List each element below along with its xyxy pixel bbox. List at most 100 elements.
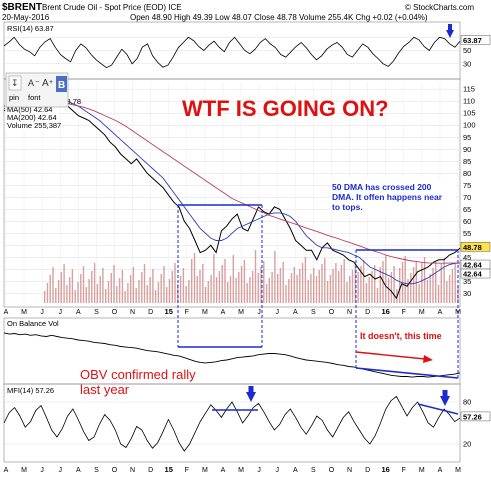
volume-bar: [227, 282, 229, 303]
volume-bar: [265, 284, 268, 303]
price-xtick: M: [238, 309, 244, 316]
volume-bar: [135, 288, 137, 303]
mfi-line: [3, 395, 461, 452]
volume-bar: [299, 269, 301, 303]
volume-bar: [49, 275, 51, 303]
mfi-xtick: M: [238, 467, 244, 474]
mfi-xtick: M: [202, 467, 208, 474]
ma50-badge: 42.64: [463, 261, 483, 270]
mfi-xtick: A: [4, 467, 9, 474]
red-arrow-obv: [355, 351, 433, 363]
volume-bar: [163, 266, 165, 303]
mfi-xtick: S: [94, 467, 99, 474]
arrow-mfi-2016: [440, 390, 450, 406]
volume-bar: [451, 269, 454, 303]
volume-bar: [146, 285, 148, 303]
volume-bar: [46, 283, 49, 303]
ma-cross-note-3: to tops.: [332, 202, 363, 212]
annotation-shapes: [177, 204, 459, 415]
volume-bar: [63, 264, 65, 303]
volume-bar: [376, 288, 379, 303]
obv-note-2: last year: [80, 382, 130, 397]
volume-bar: [421, 263, 423, 303]
volume-bar: [130, 275, 132, 303]
price-ytick-tick: 110: [463, 97, 475, 106]
volume-bar: [168, 279, 171, 303]
volume-bar: [313, 268, 315, 303]
volume-bar: [346, 282, 348, 303]
volume-bar: [102, 268, 104, 303]
volume-bar: [91, 271, 93, 303]
price-ytick-tick: 65: [463, 205, 471, 214]
arrow-rsi-top: [446, 24, 454, 38]
price-ytick-tick: 35: [463, 277, 471, 286]
doesnt-note: It doesn't, this time: [360, 331, 442, 341]
volume-bar: [238, 272, 240, 303]
volume-bar: [229, 276, 232, 303]
price-panel: [3, 78, 461, 308]
volume-bar: [390, 272, 393, 303]
font-increase-button[interactable]: A +: [42, 78, 53, 89]
volume-bar: [204, 287, 207, 303]
mfi-xtick: N: [130, 467, 135, 474]
volume-bar: [44, 291, 46, 303]
volume-bar: [240, 266, 243, 303]
price-ytick-tick: 85: [463, 157, 471, 166]
volume-bar: [121, 270, 124, 303]
price-xtick: A: [4, 309, 9, 316]
volume-bar: [288, 279, 290, 303]
volume-bar: [332, 269, 334, 303]
volume-bar: [448, 275, 451, 303]
price-xtick: J: [58, 309, 62, 316]
volume-bar: [249, 277, 251, 303]
volume-bar: [160, 274, 162, 303]
font-a-minus: A: [28, 78, 34, 88]
price-xtick: N: [347, 309, 352, 316]
pin-label: pin: [9, 93, 19, 102]
volume-bar: [440, 264, 442, 303]
price-badge-bg: [460, 242, 491, 252]
volume-bar: [252, 271, 254, 303]
volume-bar: [321, 264, 323, 303]
pin-button[interactable]: ↧ pin: [8, 75, 22, 102]
mfi-xtick: J: [40, 467, 44, 474]
price-ytick-tick: 100: [463, 121, 476, 130]
price-ytick-tick: 90: [463, 145, 471, 154]
volume-bar: [282, 262, 284, 303]
volume-bar: [138, 280, 140, 303]
volume-bar: [368, 277, 370, 303]
volume-bar: [152, 269, 154, 303]
mfi-xtick: D: [148, 467, 153, 474]
price-xtick: O: [329, 309, 335, 316]
volume-bar: [207, 281, 209, 303]
volume-bar: [310, 274, 312, 303]
volume-bar: [124, 291, 126, 303]
volume-bar: [354, 264, 356, 303]
price-xtick: J: [275, 309, 279, 316]
price-ytick-tick: 95: [463, 133, 471, 142]
volume-bar: [418, 284, 420, 303]
arrow-mfi-2015: [246, 386, 256, 402]
price-ytick-tick: 55: [463, 229, 471, 238]
volume-bar: [105, 289, 107, 303]
volume-bar: [60, 272, 62, 303]
mfi-xtick: J: [257, 467, 261, 474]
mfi-badge: 57.26: [463, 412, 482, 421]
volume-bar: [412, 267, 415, 303]
b-button[interactable]: B: [56, 76, 67, 92]
volume-bar: [315, 276, 318, 303]
font-decrease-button[interactable]: A −: [28, 78, 39, 88]
mfi-xtick: F: [402, 467, 406, 474]
price-ytick-tick: 45: [463, 253, 471, 262]
volume-bar: [196, 276, 198, 303]
volume-bar: [177, 284, 179, 303]
price-xtick: M: [419, 309, 425, 316]
price-xtick: M: [202, 309, 208, 316]
price-xtick: D: [365, 309, 370, 316]
volume-bar: [385, 255, 387, 303]
volume-bar: [99, 276, 101, 303]
volume-bar: [179, 276, 182, 303]
volume-bar: [132, 267, 135, 303]
ma-cross-note-bg: [330, 178, 456, 214]
